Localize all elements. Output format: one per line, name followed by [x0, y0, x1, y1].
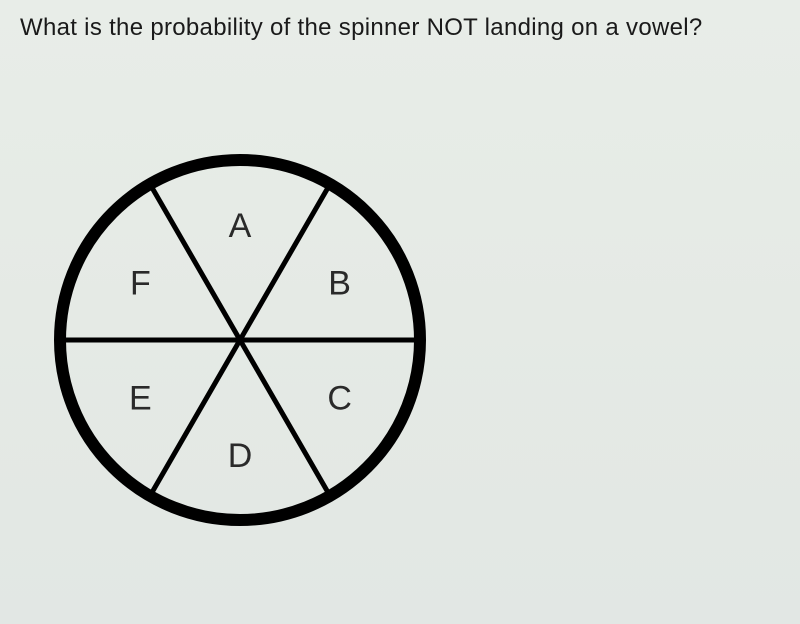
sector-label-d: D [228, 437, 253, 475]
spinner-diagram: A B C D E F [50, 150, 430, 530]
sector-label-b: B [328, 264, 351, 302]
sector-label-c: C [327, 379, 352, 417]
question-text: What is the probability of the spinner N… [20, 14, 703, 42]
spinner-svg: A B C D E F [50, 150, 430, 530]
sector-label-e: E [129, 379, 152, 417]
sector-label-f: F [130, 264, 151, 302]
sector-label-a: A [229, 207, 252, 245]
